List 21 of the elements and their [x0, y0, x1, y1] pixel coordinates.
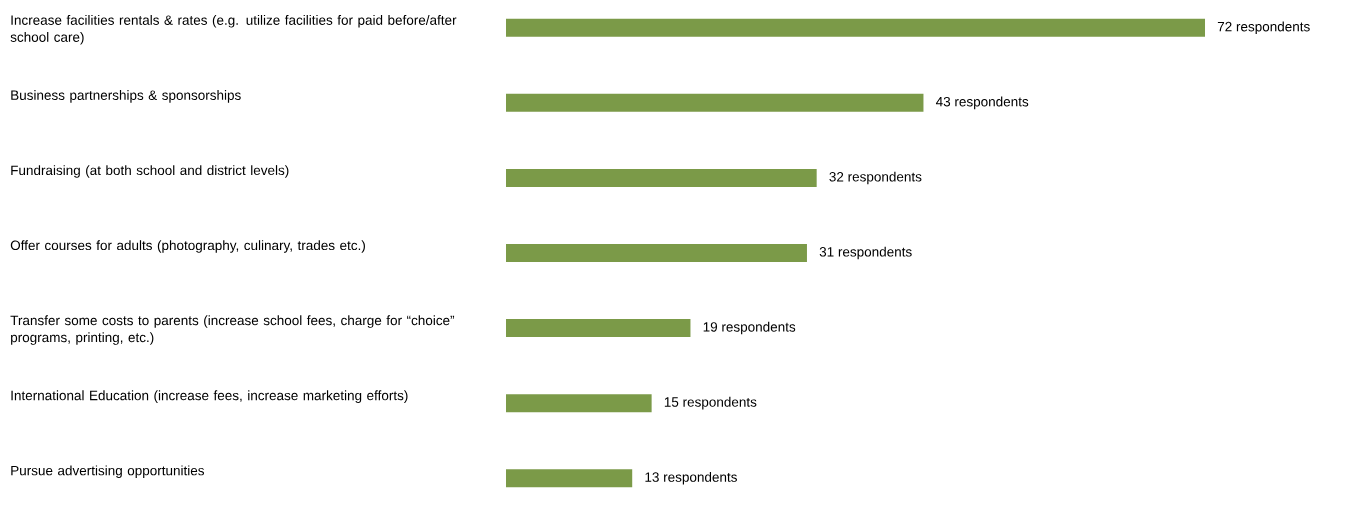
bar	[506, 244, 807, 262]
y-tick-label: Pursue advertising opportunities	[11, 465, 205, 479]
bar	[506, 18, 1206, 37]
bar	[506, 93, 924, 112]
y-tick-label: Fundraising (at both school and district levels)	[11, 165, 289, 178]
y-tick-label: Offer courses for adults (photography, culinary, trades etc.)	[10, 240, 365, 253]
data-label: 15 respondents	[664, 396, 757, 410]
data-label: 32 respondents	[829, 171, 922, 185]
data-label: 13 respondents	[645, 471, 737, 485]
bar	[506, 394, 652, 413]
data-label: 72 respondents	[1217, 21, 1310, 35]
data-label: 31 respondents	[819, 246, 912, 260]
y-tick-label: Transfer some costs to parents (increase school fees, charge for “choice” programs, printing, etc.)	[10, 315, 455, 345]
y-tick-label: International Education (increase fees, increase marketing efforts)	[11, 390, 408, 403]
bar	[506, 168, 817, 187]
y-tick-label: Increase facilities rentals & rates (e.g. utilize facilities for paid before/after school care)	[10, 14, 457, 45]
y-tick-label: Business partnerships & sponsorships	[11, 90, 241, 103]
data-label: 19 respondents	[703, 321, 796, 335]
data-label: 43 respondents	[935, 96, 1029, 110]
bar	[506, 469, 633, 488]
bar	[506, 319, 691, 338]
